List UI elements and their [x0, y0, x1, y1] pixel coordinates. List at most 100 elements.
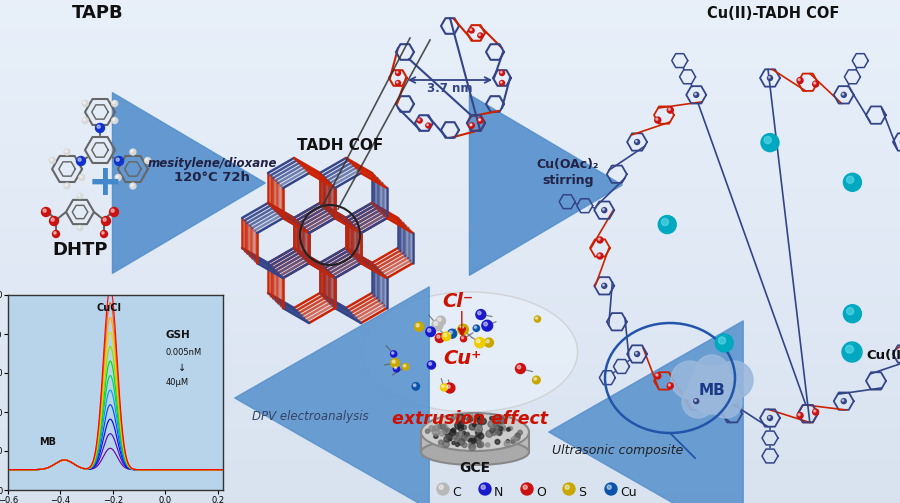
Circle shape: [501, 427, 506, 431]
Circle shape: [504, 441, 510, 447]
Circle shape: [602, 283, 607, 288]
Circle shape: [80, 176, 82, 178]
Text: 120°C 72h: 120°C 72h: [174, 171, 250, 184]
Circle shape: [797, 77, 803, 83]
Circle shape: [50, 157, 56, 163]
Circle shape: [432, 320, 443, 330]
Circle shape: [768, 75, 772, 80]
Circle shape: [451, 428, 455, 433]
Circle shape: [82, 101, 88, 107]
Text: MB: MB: [40, 437, 57, 447]
Circle shape: [439, 431, 445, 436]
Text: ↓: ↓: [178, 363, 186, 373]
Circle shape: [442, 385, 445, 388]
Circle shape: [469, 442, 475, 448]
Circle shape: [444, 428, 450, 435]
Circle shape: [418, 119, 419, 121]
Circle shape: [514, 435, 520, 441]
Circle shape: [112, 102, 115, 104]
Circle shape: [436, 335, 440, 338]
Text: |: |: [459, 311, 464, 329]
Circle shape: [418, 118, 422, 123]
Circle shape: [478, 311, 482, 315]
Circle shape: [511, 440, 515, 444]
Circle shape: [635, 140, 637, 142]
Text: extrusion effect: extrusion effect: [392, 410, 548, 428]
Circle shape: [458, 439, 464, 445]
Circle shape: [475, 414, 480, 419]
Circle shape: [669, 384, 670, 386]
Circle shape: [498, 430, 502, 435]
Circle shape: [449, 331, 453, 334]
Circle shape: [482, 320, 492, 331]
Circle shape: [469, 439, 473, 443]
Circle shape: [443, 427, 449, 434]
Circle shape: [130, 149, 136, 155]
Circle shape: [465, 433, 470, 436]
Circle shape: [41, 208, 50, 216]
Circle shape: [77, 225, 83, 230]
Circle shape: [395, 70, 400, 75]
Text: TAPB: TAPB: [72, 4, 124, 22]
Circle shape: [814, 82, 815, 84]
Circle shape: [449, 430, 455, 436]
Circle shape: [426, 327, 436, 337]
Circle shape: [396, 71, 398, 73]
Circle shape: [475, 426, 482, 432]
Circle shape: [533, 376, 540, 384]
Circle shape: [500, 425, 506, 430]
Circle shape: [500, 71, 502, 73]
Circle shape: [484, 338, 493, 347]
Circle shape: [474, 428, 480, 433]
Circle shape: [445, 383, 455, 393]
Circle shape: [535, 316, 541, 322]
Circle shape: [416, 324, 419, 327]
Circle shape: [101, 230, 107, 237]
Circle shape: [393, 366, 400, 372]
Circle shape: [449, 430, 454, 436]
Circle shape: [116, 158, 120, 161]
Ellipse shape: [421, 439, 529, 465]
Circle shape: [843, 305, 861, 323]
Circle shape: [413, 384, 416, 387]
Circle shape: [391, 359, 400, 367]
Circle shape: [447, 329, 456, 338]
Circle shape: [110, 208, 119, 216]
Circle shape: [695, 399, 697, 401]
Circle shape: [671, 361, 709, 399]
Circle shape: [658, 216, 676, 233]
Circle shape: [847, 308, 854, 315]
Circle shape: [598, 254, 600, 256]
Circle shape: [480, 418, 486, 425]
Text: 3.7 nm: 3.7 nm: [428, 82, 473, 95]
Circle shape: [478, 33, 482, 38]
Circle shape: [428, 426, 435, 431]
Circle shape: [498, 431, 501, 436]
Circle shape: [477, 419, 482, 424]
Circle shape: [486, 340, 490, 343]
Circle shape: [813, 81, 819, 87]
Circle shape: [451, 429, 455, 434]
Circle shape: [516, 364, 526, 374]
Circle shape: [842, 93, 844, 95]
Circle shape: [403, 365, 406, 367]
Circle shape: [396, 81, 398, 83]
Circle shape: [476, 430, 482, 436]
Circle shape: [634, 139, 640, 144]
Circle shape: [470, 124, 472, 126]
Circle shape: [494, 416, 499, 421]
Circle shape: [494, 416, 501, 423]
Circle shape: [769, 416, 770, 418]
Circle shape: [428, 361, 436, 369]
Text: 40μM: 40μM: [166, 378, 188, 387]
Circle shape: [54, 232, 56, 234]
Circle shape: [478, 433, 484, 439]
Circle shape: [497, 422, 501, 426]
Circle shape: [842, 93, 846, 98]
Circle shape: [608, 485, 611, 489]
Circle shape: [478, 118, 482, 123]
Circle shape: [428, 362, 432, 365]
Circle shape: [655, 373, 661, 379]
Circle shape: [146, 158, 148, 160]
Circle shape: [474, 424, 479, 429]
